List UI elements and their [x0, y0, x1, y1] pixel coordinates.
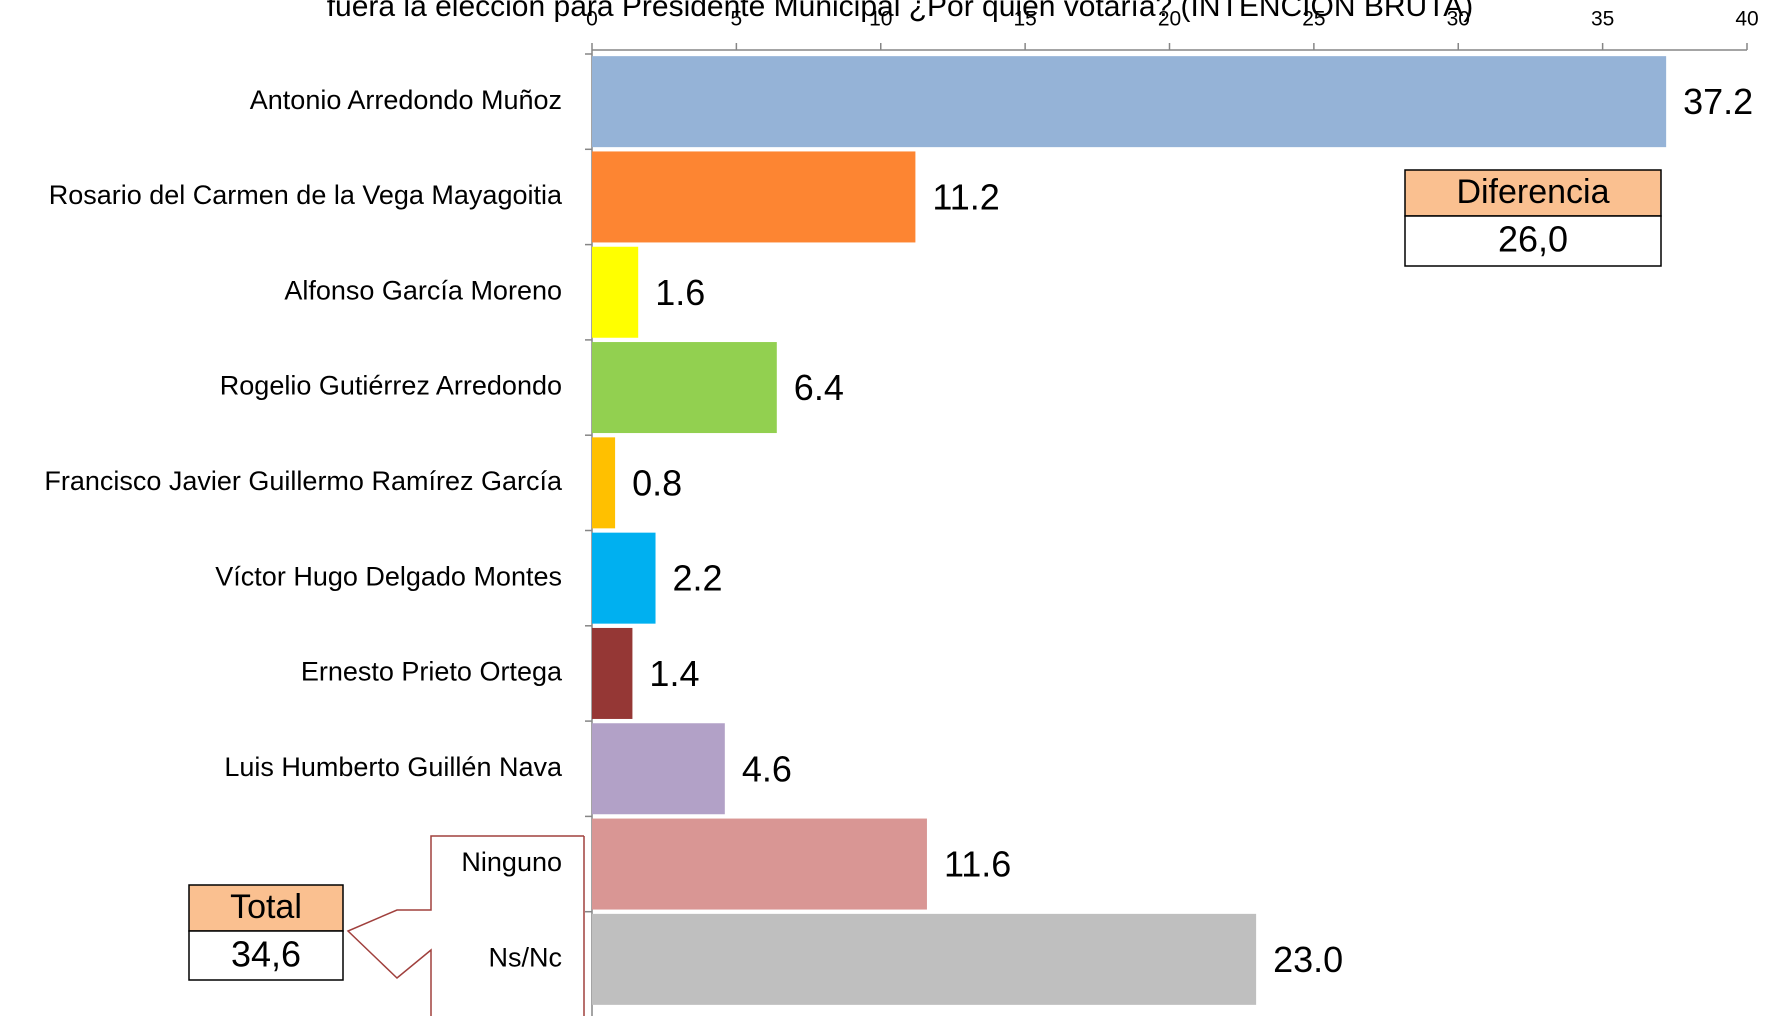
bar: [592, 56, 1667, 148]
y-tick-label: Rosario del Carmen de la Vega Mayagoitia: [49, 180, 563, 210]
y-tick-label: Ninguno: [461, 847, 562, 877]
bar: [592, 437, 616, 529]
value-label: 2.2: [673, 558, 723, 599]
bar: [592, 151, 916, 243]
y-tick-label: Antonio Arredondo Muñoz: [250, 85, 562, 115]
value-label: 6.4: [794, 367, 844, 408]
x-tick-label: 5: [731, 8, 743, 31]
total-body: [188, 930, 344, 981]
y-tick-label: Francisco Javier Guillermo Ramírez Garcí…: [44, 466, 563, 496]
y-tick-label: Ns/Nc: [489, 942, 563, 972]
total-box: Total 34,6: [188, 884, 344, 981]
y-tick-label: Luis Humberto Guillén Nava: [224, 752, 563, 782]
x-tick-label: 30: [1447, 8, 1470, 31]
value-label: 11.6: [944, 844, 1011, 885]
x-tick-label: 15: [1013, 8, 1036, 31]
x-tick-label: 35: [1591, 8, 1614, 31]
value-label: 0.8: [632, 462, 682, 503]
x-tick-label: 20: [1158, 8, 1181, 31]
x-tick-label: 10: [869, 8, 892, 31]
total-title: Total: [230, 888, 302, 926]
y-tick-label: Ernesto Prieto Ortega: [301, 657, 563, 687]
bracket-arrow: [346, 835, 584, 1016]
total-value: 34,6: [231, 934, 301, 975]
difference-box: Diferencia 26,0: [1404, 169, 1662, 267]
bar: [592, 913, 1257, 1005]
bar: [592, 818, 927, 910]
value-label: 23.0: [1273, 939, 1343, 980]
bar: [592, 723, 725, 815]
y-tick-label: Alfonso García Moreno: [284, 275, 562, 305]
x-tick-label: 25: [1302, 8, 1325, 31]
bar: [592, 627, 633, 719]
difference-header: [1404, 169, 1662, 217]
value-label: 11.2: [932, 176, 999, 217]
difference-body: [1404, 215, 1662, 267]
value-label: 1.4: [649, 653, 699, 694]
value-label: 1.6: [655, 272, 705, 313]
x-tick-label: 40: [1735, 8, 1758, 31]
bar: [592, 532, 656, 624]
y-tick-label: Víctor Hugo Delgado Montes: [215, 561, 562, 591]
bar: [592, 246, 639, 338]
x-tick-label: 0: [586, 8, 598, 31]
chart-title: fuera la elección para Presidente Munici…: [327, 0, 1474, 23]
difference-title: Diferencia: [1456, 173, 1609, 211]
value-label: 37.2: [1683, 81, 1753, 122]
difference-value: 26,0: [1498, 219, 1568, 260]
y-tick-label: Rogelio Gutiérrez Arredondo: [220, 371, 562, 401]
value-label: 4.6: [742, 748, 792, 789]
bar: [592, 342, 777, 434]
